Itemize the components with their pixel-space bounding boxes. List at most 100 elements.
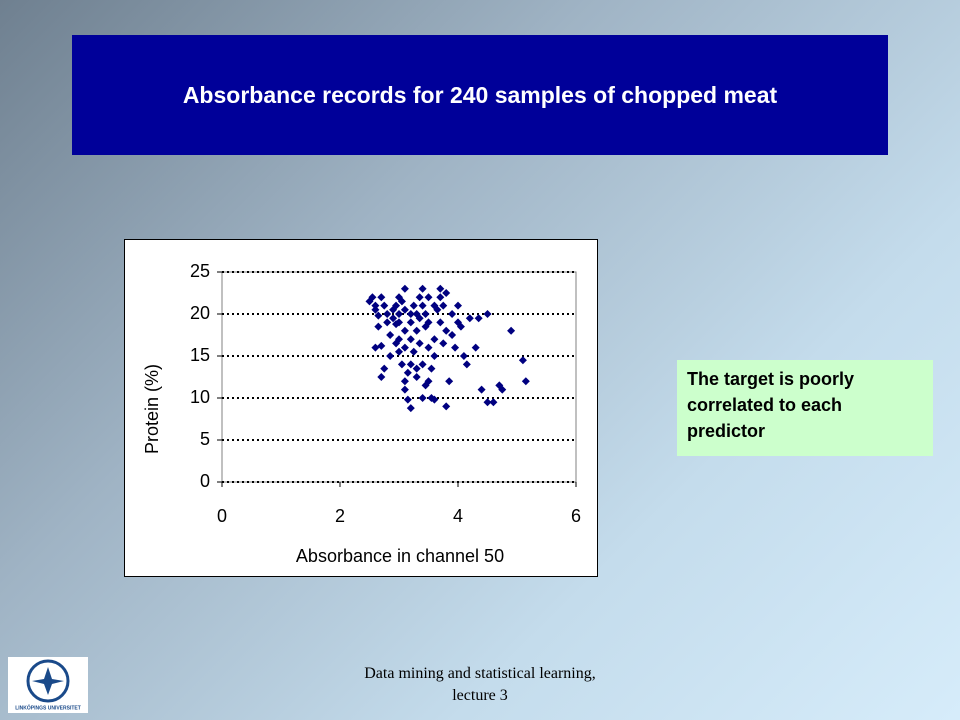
slide-title: Absorbance records for 240 samples of ch… [72, 35, 888, 155]
point [406, 318, 415, 327]
point [448, 331, 457, 339]
point [403, 368, 412, 377]
point [400, 326, 409, 335]
point [424, 293, 433, 302]
point [386, 352, 395, 360]
point [409, 301, 418, 310]
logo-text: LINKÖPINGS UNIVERSITET [15, 704, 81, 711]
logo: LINKÖPINGS UNIVERSITET [8, 657, 88, 713]
point [386, 331, 395, 339]
x-axis-title: Absorbance in channel 50 [296, 546, 504, 566]
point [451, 343, 460, 352]
point [430, 395, 439, 404]
point [430, 335, 439, 344]
point [418, 284, 427, 293]
point [442, 326, 451, 335]
point [424, 318, 433, 327]
chart-area [124, 239, 598, 577]
point [412, 326, 421, 335]
footer: Data mining and statistical learning, le… [300, 663, 660, 707]
point [448, 310, 457, 318]
point [395, 347, 403, 356]
point [436, 284, 445, 293]
point [395, 318, 403, 327]
point [424, 343, 433, 352]
point [383, 318, 392, 327]
point [415, 339, 424, 348]
point [471, 343, 480, 352]
x-tick-label: 2 [335, 506, 345, 526]
point [442, 402, 451, 411]
point [377, 373, 386, 381]
point [395, 310, 403, 318]
point [400, 385, 409, 394]
point [400, 343, 409, 352]
point [521, 377, 530, 386]
point [430, 352, 439, 360]
point [518, 356, 527, 365]
point [383, 310, 392, 318]
point [371, 343, 380, 352]
point [474, 314, 483, 323]
point [368, 293, 377, 302]
y-tick-label: 10 [190, 387, 210, 407]
point [454, 301, 462, 310]
x-tick-label: 4 [453, 506, 463, 526]
point [400, 377, 409, 386]
chart: Protein (%) Absorbance in channel 50 0 5 1… [124, 239, 598, 577]
point [371, 301, 380, 310]
point [392, 339, 401, 348]
point [377, 293, 386, 302]
point [477, 385, 486, 394]
point [418, 394, 427, 402]
y-tick-label: 15 [190, 345, 210, 365]
point [421, 310, 430, 318]
point [483, 310, 492, 318]
point [412, 373, 421, 381]
point [436, 293, 445, 302]
point [389, 314, 398, 323]
x-tick-label: 0 [217, 506, 227, 526]
point [439, 339, 448, 348]
note-box: The target is poorly correlated to each … [677, 360, 933, 456]
logo-ring [26, 659, 70, 703]
point [483, 398, 492, 407]
point [406, 335, 415, 344]
y-axis-title: Protein (%) [142, 364, 162, 454]
footer-line: Data mining and statistical learning, [364, 665, 596, 682]
point [430, 301, 439, 310]
point [392, 301, 401, 310]
point [418, 360, 427, 369]
point [397, 360, 406, 369]
point [380, 301, 389, 310]
point [445, 377, 454, 386]
point [462, 360, 471, 369]
point [406, 310, 415, 318]
point [465, 314, 474, 323]
point [415, 293, 424, 302]
point [412, 364, 421, 373]
point [374, 311, 383, 320]
point [424, 377, 433, 386]
point [374, 322, 383, 331]
point [433, 305, 442, 314]
point [415, 314, 424, 323]
point [400, 305, 409, 314]
y-tick-label: 0 [200, 471, 210, 491]
point [403, 395, 412, 404]
y-tick-label: 25 [190, 261, 210, 281]
y-tick-label: 20 [190, 303, 210, 323]
point [377, 341, 386, 350]
point [380, 364, 389, 373]
point [442, 289, 451, 297]
point [489, 398, 498, 407]
point [409, 347, 418, 356]
logo-star [32, 667, 64, 695]
point [395, 335, 403, 344]
point [406, 360, 415, 369]
point [439, 301, 448, 310]
point [406, 404, 415, 413]
point [498, 385, 507, 394]
point [456, 322, 465, 331]
